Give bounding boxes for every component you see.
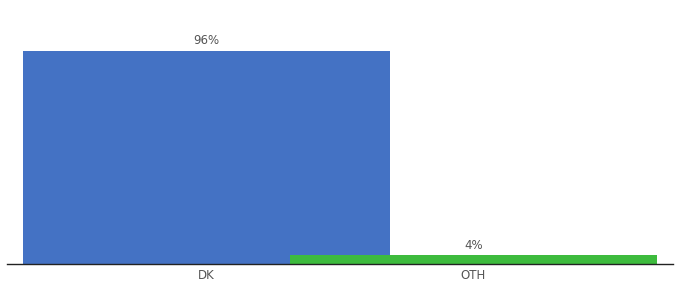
Bar — [23, 51, 390, 264]
Text: 4%: 4% — [464, 239, 483, 252]
Bar — [290, 255, 657, 264]
Text: 96%: 96% — [194, 34, 220, 47]
